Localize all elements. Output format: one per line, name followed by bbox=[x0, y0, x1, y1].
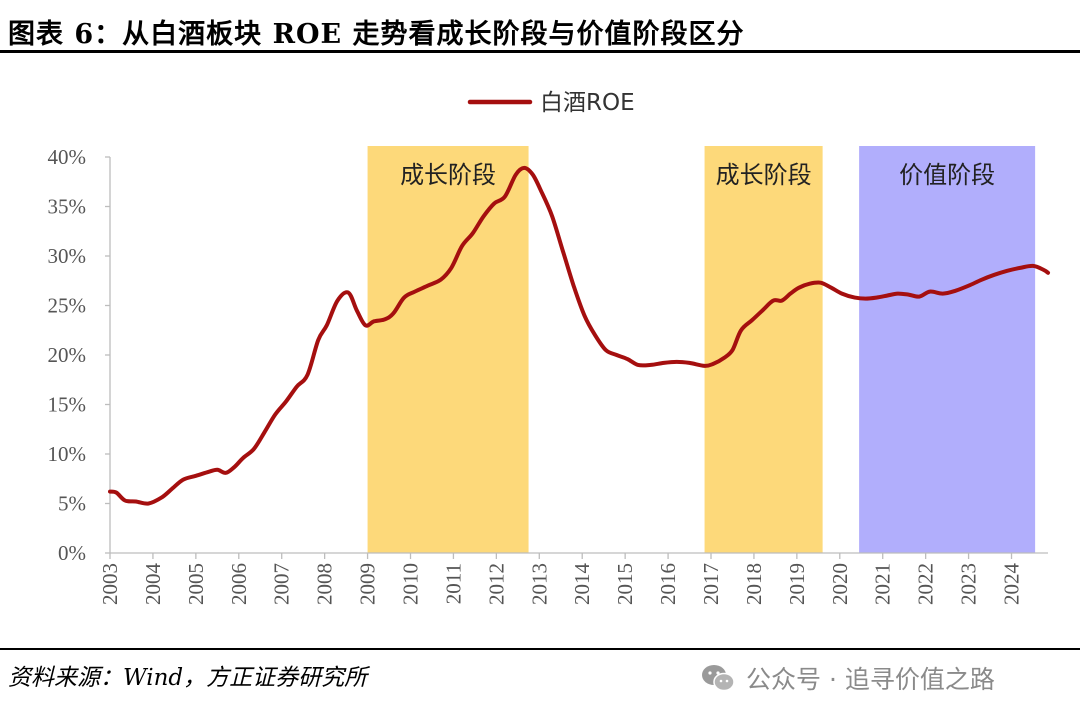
series-layer bbox=[108, 165, 1050, 506]
series-line-1 bbox=[108, 165, 1050, 506]
y-tick-label: 10% bbox=[48, 442, 87, 466]
chart-title: 图表 6：从白酒板块 ROE 走势看成长阶段与价值阶段区分 bbox=[8, 19, 745, 50]
x-tick-label: 2007 bbox=[270, 563, 294, 605]
x-tick-label: 2017 bbox=[699, 563, 723, 605]
chart-legend: 白酒ROE bbox=[467, 90, 635, 116]
y-tick-label: 20% bbox=[48, 343, 87, 367]
x-tick-label: 2015 bbox=[613, 563, 637, 605]
y-tick-label: 15% bbox=[48, 393, 87, 417]
title-underline bbox=[0, 50, 1080, 53]
x-tick-label: 2008 bbox=[313, 563, 337, 605]
x-tick-label: 2018 bbox=[742, 563, 766, 605]
phase-band-2 bbox=[704, 146, 823, 553]
x-tick-label: 2011 bbox=[441, 563, 465, 604]
x-tick-label: 2024 bbox=[1000, 562, 1024, 605]
y-tick-label: 40% bbox=[48, 145, 87, 169]
phase-band-3 bbox=[859, 146, 1036, 553]
y-tick-label: 35% bbox=[48, 195, 87, 219]
x-tick-label: 2006 bbox=[227, 563, 251, 605]
watermark: 公众号 · 追寻价值之路 bbox=[700, 660, 995, 696]
chart-axes: 0% 5% 10% 15% 20% 25% 30% 35% 40% 2003 2004 2005 200… bbox=[48, 145, 1048, 606]
x-tick-label: 2014 bbox=[570, 563, 594, 606]
y-tick-label: 30% bbox=[48, 244, 87, 268]
phase-band-1 bbox=[367, 146, 529, 553]
phase-band-label-3: 价值阶段 bbox=[899, 161, 995, 189]
x-tick-label: 2023 bbox=[957, 563, 981, 605]
footer-rule bbox=[0, 648, 1080, 650]
phase-band-label-2: 成长阶段 bbox=[716, 161, 812, 189]
x-tick-label: 2010 bbox=[399, 563, 423, 605]
legend-label: 白酒ROE bbox=[540, 90, 635, 116]
phase-band-labels: 成长阶段 成长阶段 价值阶段 bbox=[400, 161, 995, 189]
x-tick-label: 2019 bbox=[785, 563, 809, 605]
wechat-icon bbox=[702, 665, 735, 692]
x-tick-label: 2005 bbox=[184, 563, 208, 605]
y-tick-label: 5% bbox=[58, 492, 86, 516]
x-tick-label: 2016 bbox=[656, 563, 680, 605]
x-tick-label: 2013 bbox=[527, 563, 551, 605]
x-tick-label: 2003 bbox=[98, 563, 122, 605]
x-tick-label: 2022 bbox=[914, 563, 938, 605]
y-tick-label: 0% bbox=[58, 541, 86, 565]
source-note: 资料来源：Wind，方正证券研究所 bbox=[8, 665, 368, 691]
x-tick-label: 2004 bbox=[141, 563, 165, 606]
x-tick-label: 2012 bbox=[484, 563, 508, 605]
phase-bands bbox=[367, 146, 1036, 553]
y-tick-label: 25% bbox=[48, 294, 87, 318]
watermark-text: 公众号 · 追寻价值之路 bbox=[746, 665, 995, 694]
x-tick-label: 2009 bbox=[356, 563, 380, 605]
x-tick-label: 2020 bbox=[828, 563, 852, 605]
roe-line-chart: 0% 5% 10% 15% 20% 25% 30% 35% 40% 2003 2004 2005 200… bbox=[48, 90, 1050, 606]
phase-band-label-1: 成长阶段 bbox=[400, 161, 496, 189]
x-tick-label: 2021 bbox=[871, 563, 895, 605]
